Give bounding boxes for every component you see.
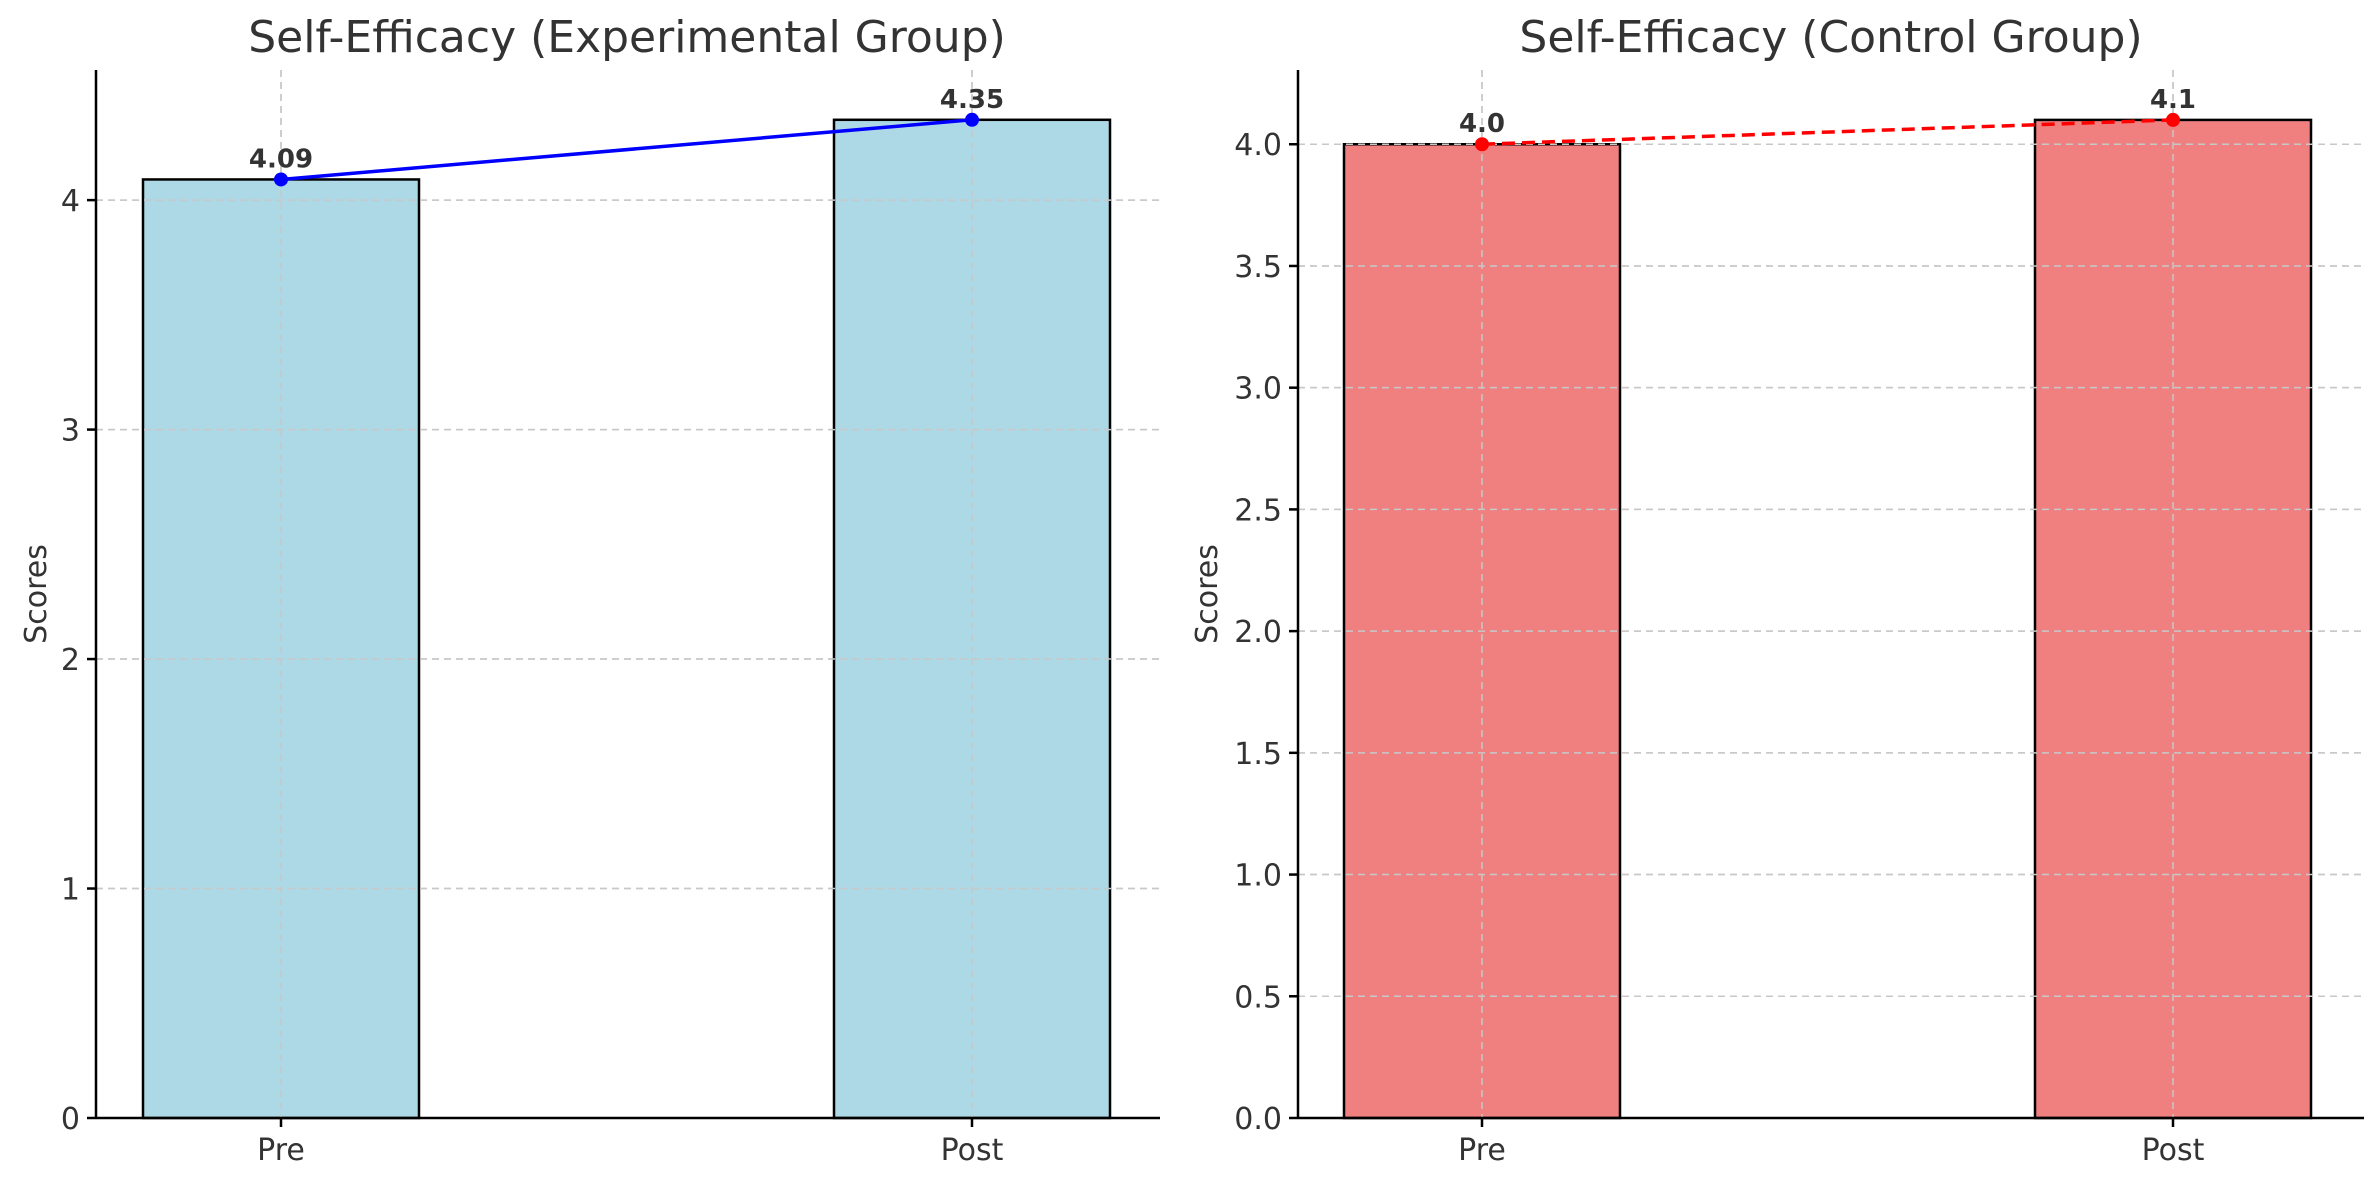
- data-label-post: 4.1: [2150, 85, 2196, 115]
- y-tick-label: 2: [61, 643, 80, 678]
- y-tick-label: 4: [61, 184, 80, 219]
- y-axis-label: Scores: [19, 544, 54, 644]
- y-tick-label: 2.0: [1234, 615, 1282, 650]
- y-tick-label: 0: [61, 1102, 80, 1137]
- data-label-pre: 4.0: [1459, 109, 1505, 139]
- bar-post: [2033, 118, 2313, 1120]
- y-tick-label: 3: [61, 414, 80, 449]
- y-tick-label: 0.5: [1234, 980, 1282, 1015]
- y-tick-label: 1.0: [1234, 859, 1282, 894]
- point-pre: [274, 172, 288, 187]
- trend-line: [280, 118, 973, 182]
- x-tick-label-post: Post: [941, 1133, 1004, 1168]
- y-tick-label: 3.5: [1234, 250, 1282, 285]
- y-tick-label: 3.0: [1234, 372, 1282, 407]
- x-tick-label-post: Post: [2142, 1133, 2205, 1168]
- point-post: [965, 112, 979, 127]
- chart-title: Self-Efficacy (Experimental Group): [248, 12, 1006, 63]
- trend-line: [1481, 118, 2174, 146]
- y-tick-label: 0.0: [1234, 1102, 1282, 1137]
- chart-panel-control: 4.0 4.1 0.0 0.5 1.0 1.5 2.0 2.5 3.0 3.5 4.0 Pre Post…: [1190, 12, 2364, 1168]
- y-tick-label: 4.0: [1234, 128, 1282, 163]
- y-tick-label: 2.5: [1234, 493, 1282, 528]
- bar-post: [832, 118, 1112, 1120]
- data-label-post: 4.35: [940, 85, 1004, 115]
- data-label-pre: 4.09: [249, 144, 313, 174]
- chart-title: Self-Efficacy (Control Group): [1519, 12, 2142, 63]
- y-axis-label: Scores: [1190, 544, 1225, 644]
- x-tick-label-pre: Pre: [257, 1133, 305, 1168]
- y-tick-label: 1: [61, 873, 80, 908]
- x-tick-label-pre: Pre: [1458, 1133, 1506, 1168]
- y-tick-label: 1.5: [1234, 737, 1282, 772]
- chart-panel-experimental: 4.09 4.35 0 1 2 3 4 Pre Post Self-Efficacy (Exper…: [19, 12, 1160, 1168]
- point-post: [2166, 112, 2180, 127]
- point-pre: [1475, 137, 1489, 152]
